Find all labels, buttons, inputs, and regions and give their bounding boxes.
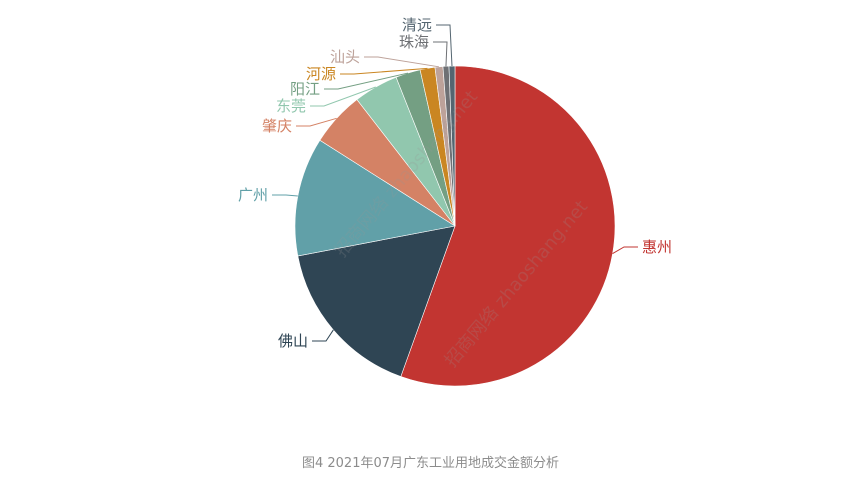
- pie-leader-line-5: [324, 72, 409, 90]
- pie-slice-0: [400, 65, 616, 387]
- pie-label-7: 汕头: [330, 48, 360, 66]
- pie-label-0: 惠州: [642, 238, 672, 256]
- pie-leader-line-6: [340, 67, 428, 75]
- pie-slice-2: [294, 139, 456, 257]
- pie-leader-line-7: [364, 56, 440, 68]
- pie-label-9: 清远: [402, 16, 432, 34]
- pie-leader-line-0: [612, 246, 638, 254]
- chart-caption: 图4 2021年07月广东工业用地成交金额分析: [301, 456, 560, 471]
- pie-label-8: 珠海: [399, 33, 429, 51]
- pie-leader-line-4: [310, 86, 376, 107]
- pie-label-6: 河源: [306, 65, 336, 83]
- pie-label-1: 佛山: [278, 332, 308, 350]
- pie-label-4: 东莞: [276, 97, 306, 115]
- pie-label-5: 阳江: [290, 80, 320, 98]
- pie-label-3: 肇庆: [262, 117, 292, 135]
- pie-slice-9: [448, 65, 456, 227]
- pie-leader-line-8: [433, 41, 448, 67]
- pie-leader-line-2: [272, 194, 298, 197]
- pie-leader-line-1: [312, 329, 334, 342]
- pie-label-2: 广州: [238, 186, 268, 204]
- pie-leader-line-9: [436, 24, 453, 67]
- pie-slices: [294, 65, 616, 387]
- pie-leader-line-3: [296, 117, 337, 127]
